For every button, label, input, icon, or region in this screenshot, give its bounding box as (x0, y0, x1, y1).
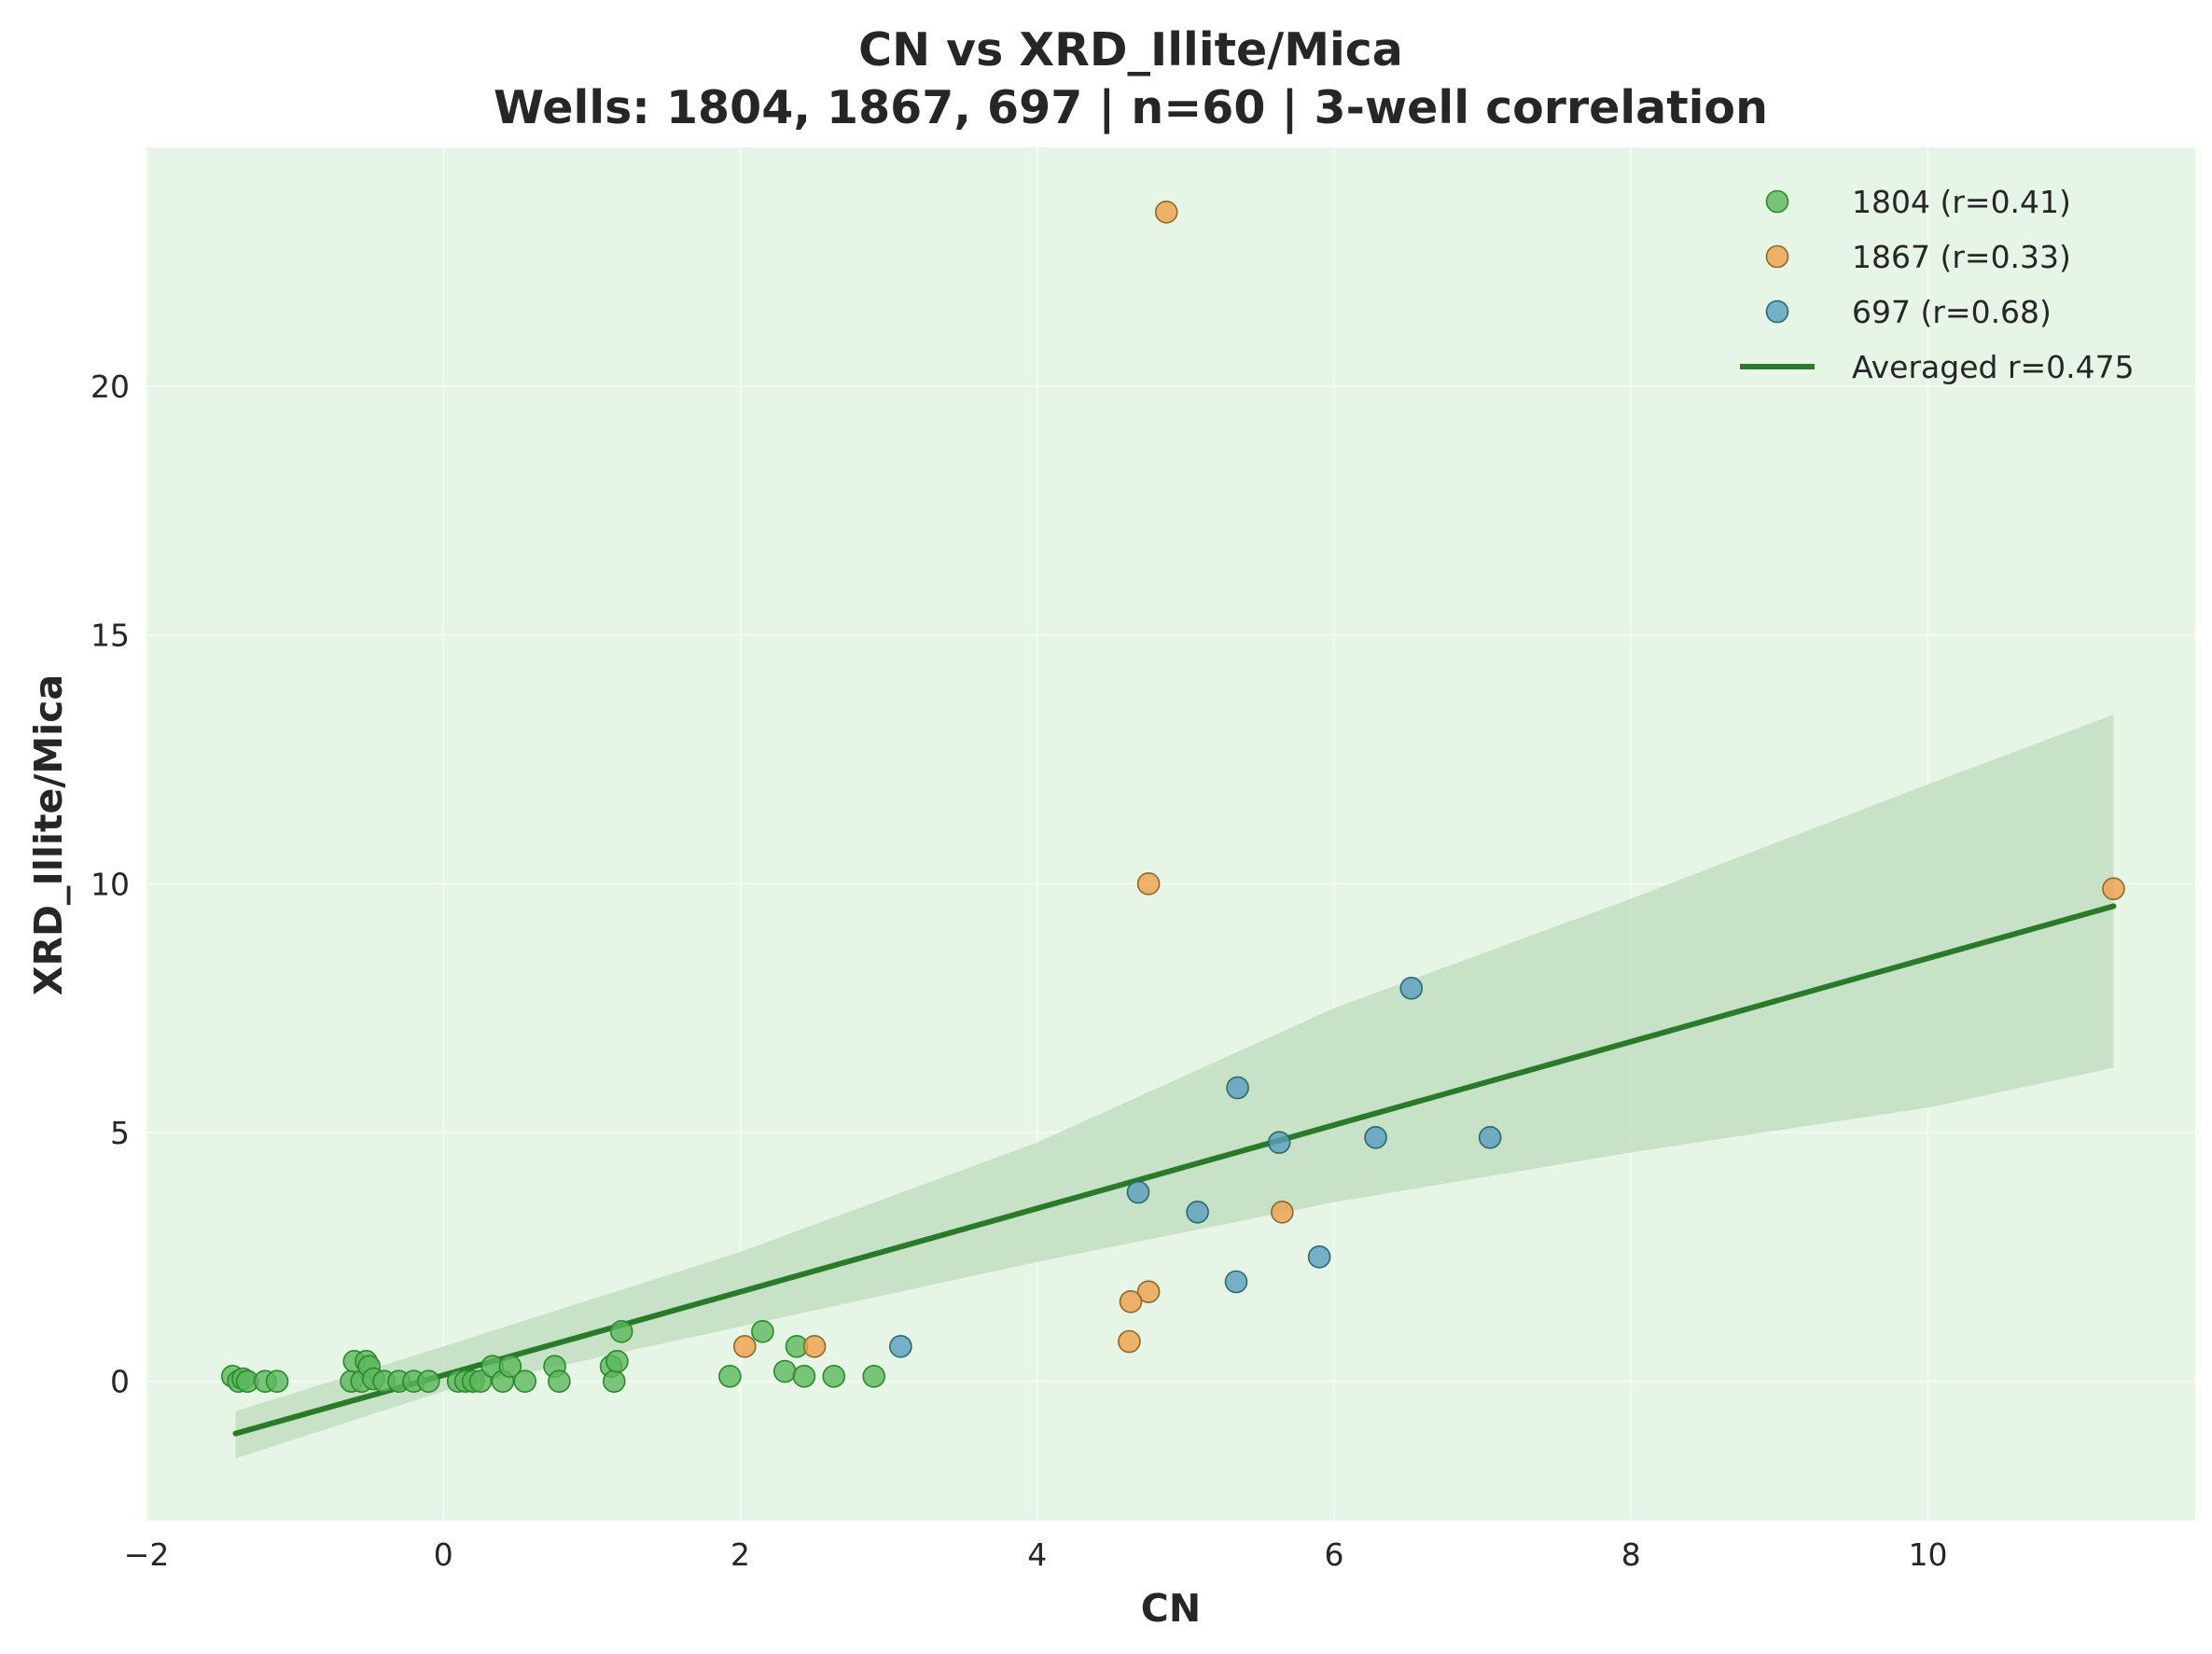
x-tick-label: 6 (1325, 1536, 1344, 1573)
chart-subtitle: Wells: 1804, 1867, 697 | n=60 | 3-well c… (494, 81, 1768, 135)
legend-label: 1867 (r=0.33) (1852, 239, 2071, 275)
data-point (1226, 1076, 1249, 1100)
data-point (751, 1320, 774, 1343)
data-point (1136, 872, 1161, 896)
data-point (1478, 1126, 1502, 1149)
data-point (602, 1369, 626, 1393)
data-point (417, 1369, 440, 1393)
data-point (732, 1335, 757, 1358)
data-point (822, 1365, 846, 1388)
series-2 (889, 977, 1502, 1358)
data-point (1364, 1126, 1387, 1149)
data-point (1118, 1329, 1141, 1354)
data-points (220, 201, 2125, 1393)
data-point (1126, 1180, 1150, 1204)
data-point (772, 1359, 797, 1383)
data-point (1307, 1245, 1331, 1269)
legend-marker (1765, 244, 1789, 269)
y-tick-label: 0 (110, 1364, 130, 1400)
y-tick-label: 10 (90, 866, 130, 902)
fit-line-group (232, 903, 2117, 1437)
data-point (513, 1369, 537, 1393)
data-point (1224, 1270, 1248, 1294)
legend-label: 697 (r=0.68) (1852, 294, 2052, 330)
data-point (265, 1369, 289, 1393)
y-axis-ticks: 0 5 10 15 20 (90, 368, 130, 1400)
data-point (498, 1355, 522, 1378)
confidence-band-area (235, 715, 2114, 1459)
data-point (792, 1365, 816, 1388)
data-point (609, 1320, 633, 1343)
data-point (889, 1335, 912, 1358)
series-1 (732, 201, 2125, 1358)
x-tick-label: 0 (434, 1536, 453, 1573)
x-tick-label: 2 (730, 1536, 750, 1573)
confidence-band (235, 715, 2114, 1459)
data-point (1271, 1201, 1294, 1224)
x-axis-label: CN (1141, 1586, 1201, 1631)
y-tick-label: 5 (110, 1115, 130, 1151)
x-tick-label: −2 (124, 1536, 170, 1573)
legend: 1804 (r=0.41) 1867 (r=0.33) 697 (r=0.68) Av… (1740, 184, 2135, 385)
x-tick-label: 4 (1027, 1536, 1047, 1573)
y-tick-label: 20 (90, 368, 130, 405)
data-point (1267, 1131, 1291, 1154)
data-point (605, 1350, 629, 1373)
x-axis-ticks: −2 0 2 4 6 8 10 (124, 1536, 1948, 1573)
data-point (548, 1369, 571, 1393)
legend-marker (1765, 189, 1789, 214)
data-point (2102, 877, 2125, 900)
fit-line (232, 903, 2117, 1437)
data-point (862, 1365, 886, 1388)
data-point (1136, 1280, 1161, 1303)
data-point (1154, 201, 1178, 224)
legend-label: 1804 (r=0.41) (1852, 184, 2071, 220)
data-point (802, 1335, 827, 1358)
y-tick-label: 15 (90, 618, 130, 654)
data-point (468, 1369, 493, 1393)
x-tick-label: 8 (1621, 1536, 1641, 1573)
chart-title: CN vs XRD_Illite/Mica (858, 23, 1403, 76)
data-point (1399, 977, 1424, 1000)
legend-label: Averaged r=0.475 (1852, 349, 2135, 385)
series-0 (220, 1320, 886, 1393)
data-point (1119, 1290, 1143, 1313)
y-axis-label: XRD_Illite/Mica (26, 674, 71, 995)
data-point (1186, 1201, 1209, 1224)
x-tick-label: 10 (1909, 1536, 1948, 1573)
data-point (718, 1365, 742, 1388)
legend-marker (1765, 299, 1789, 324)
